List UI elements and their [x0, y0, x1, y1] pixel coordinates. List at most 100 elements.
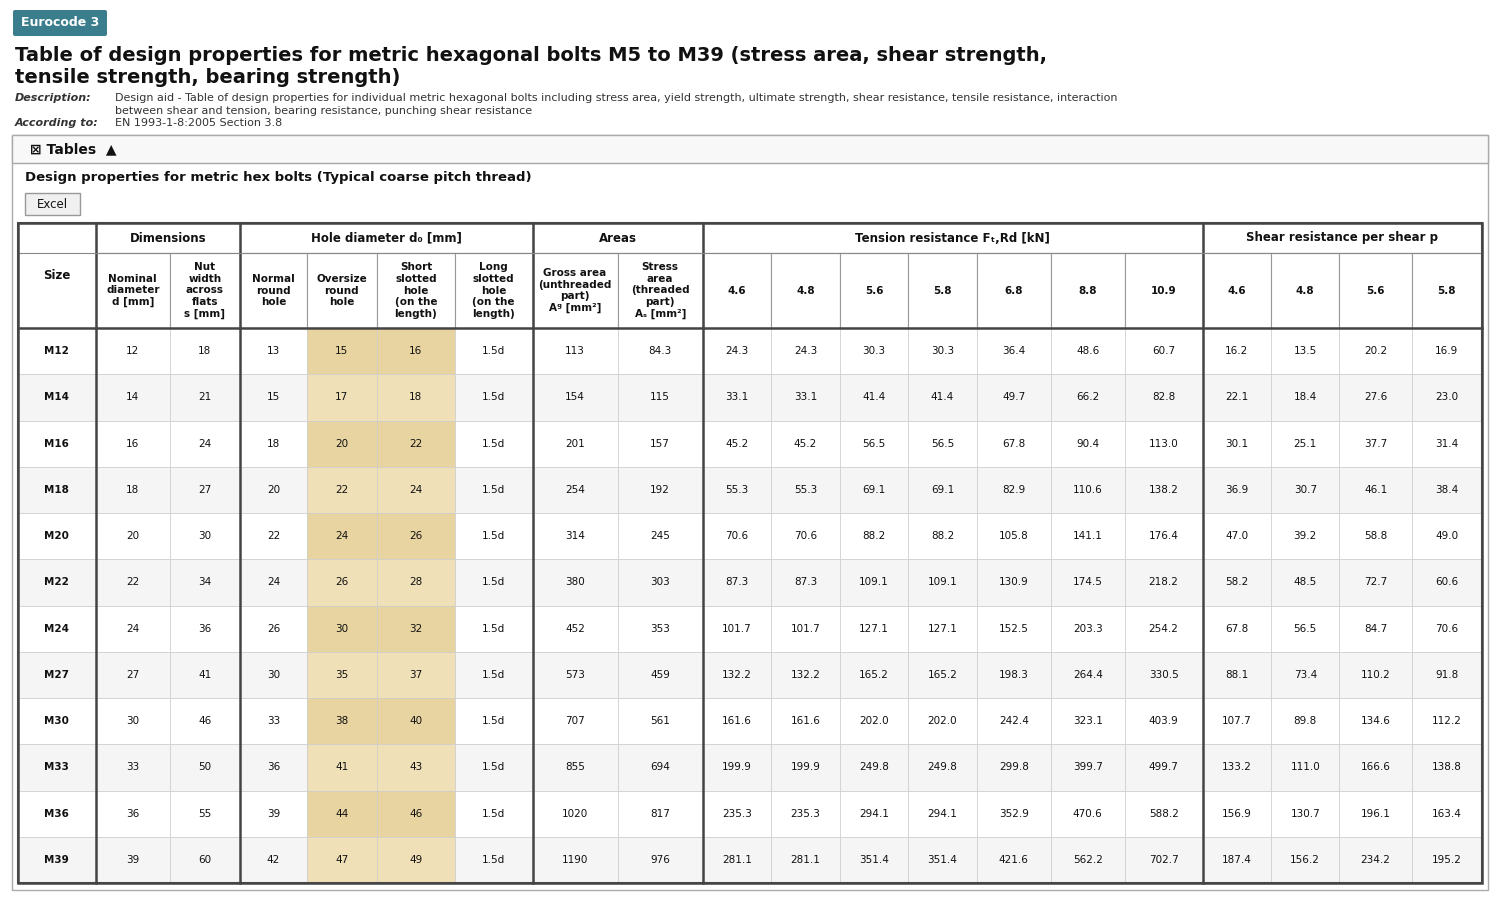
Bar — [376, 790, 454, 837]
Text: 281.1: 281.1 — [790, 855, 820, 865]
Text: M20: M20 — [45, 531, 69, 541]
Text: 28: 28 — [410, 578, 423, 588]
Bar — [240, 837, 306, 883]
Bar — [1052, 837, 1125, 883]
Text: 49: 49 — [410, 855, 423, 865]
Bar — [840, 698, 908, 744]
Text: 299.8: 299.8 — [999, 762, 1029, 772]
Bar — [170, 606, 240, 652]
Bar — [840, 513, 908, 559]
Bar — [454, 559, 532, 606]
Bar — [240, 790, 306, 837]
Bar — [1412, 513, 1482, 559]
Bar — [1270, 790, 1340, 837]
Text: 1.5d: 1.5d — [482, 531, 506, 541]
Text: 18.4: 18.4 — [1293, 392, 1317, 402]
Bar — [618, 253, 704, 328]
Bar — [240, 253, 306, 328]
Text: 33.1: 33.1 — [726, 392, 748, 402]
Bar — [376, 837, 454, 883]
Bar — [840, 420, 908, 467]
Bar — [170, 559, 240, 606]
Text: 421.6: 421.6 — [999, 855, 1029, 865]
Bar — [1412, 420, 1482, 467]
Text: 101.7: 101.7 — [722, 624, 752, 634]
Text: 44: 44 — [336, 808, 348, 819]
Text: Design aid - Table of design properties for individual metric hexagonal bolts in: Design aid - Table of design properties … — [116, 93, 1118, 103]
Bar — [454, 420, 532, 467]
Text: 1.5d: 1.5d — [482, 578, 506, 588]
Bar — [96, 253, 170, 328]
Bar — [18, 790, 96, 837]
Bar — [704, 374, 771, 420]
Bar — [1052, 513, 1125, 559]
Text: 161.6: 161.6 — [722, 716, 752, 726]
Bar — [376, 374, 454, 420]
Text: 112.2: 112.2 — [1432, 716, 1462, 726]
Text: 127.1: 127.1 — [859, 624, 889, 634]
Text: 4.8: 4.8 — [1296, 285, 1314, 295]
Text: 351.4: 351.4 — [927, 855, 957, 865]
Text: 58.8: 58.8 — [1364, 531, 1388, 541]
Bar — [240, 328, 306, 374]
Text: 245: 245 — [651, 531, 670, 541]
Bar — [1203, 559, 1270, 606]
Text: 67.8: 67.8 — [1002, 438, 1026, 448]
Bar — [908, 744, 976, 790]
Bar — [1270, 374, 1340, 420]
Bar — [376, 253, 454, 328]
Bar — [1125, 790, 1203, 837]
Text: 264.4: 264.4 — [1072, 670, 1102, 680]
Text: 141.1: 141.1 — [1072, 531, 1102, 541]
Text: 4.6: 4.6 — [728, 285, 747, 295]
Bar — [454, 837, 532, 883]
Bar — [976, 652, 1052, 698]
Bar — [170, 253, 240, 328]
Text: 5.8: 5.8 — [1437, 285, 1456, 295]
Text: 138.8: 138.8 — [1432, 762, 1462, 772]
Bar — [908, 559, 976, 606]
Bar — [1052, 328, 1125, 374]
Bar — [1340, 513, 1412, 559]
Bar — [96, 513, 170, 559]
Bar — [1203, 374, 1270, 420]
Text: 561: 561 — [651, 716, 670, 726]
Text: 16: 16 — [410, 346, 423, 356]
Bar — [1125, 328, 1203, 374]
Text: 33: 33 — [126, 762, 140, 772]
Bar — [840, 652, 908, 698]
Bar — [1340, 420, 1412, 467]
Text: 47.0: 47.0 — [1226, 531, 1248, 541]
Text: 314: 314 — [566, 531, 585, 541]
Text: 27: 27 — [126, 670, 140, 680]
Bar — [1270, 744, 1340, 790]
Text: M27: M27 — [45, 670, 69, 680]
Text: 161.6: 161.6 — [790, 716, 820, 726]
Bar — [1052, 606, 1125, 652]
Text: 195.2: 195.2 — [1432, 855, 1462, 865]
Text: 133.2: 133.2 — [1222, 762, 1251, 772]
Bar — [1125, 559, 1203, 606]
Text: 111.0: 111.0 — [1290, 762, 1320, 772]
Text: 562.2: 562.2 — [1072, 855, 1102, 865]
Text: 38: 38 — [336, 716, 348, 726]
Text: Description:: Description: — [15, 93, 92, 103]
Bar — [96, 790, 170, 837]
Bar — [306, 467, 376, 513]
Bar — [18, 374, 96, 420]
Text: 707: 707 — [566, 716, 585, 726]
Text: 352.9: 352.9 — [999, 808, 1029, 819]
Bar — [704, 513, 771, 559]
Text: Size: Size — [44, 269, 70, 282]
Text: 88.1: 88.1 — [1226, 670, 1248, 680]
Text: 60: 60 — [198, 855, 211, 865]
Bar — [454, 790, 532, 837]
Bar — [532, 559, 618, 606]
Text: 49.0: 49.0 — [1436, 531, 1458, 541]
Bar — [1203, 606, 1270, 652]
Text: 39: 39 — [267, 808, 280, 819]
Text: M12: M12 — [45, 346, 69, 356]
Bar — [532, 420, 618, 467]
Bar — [376, 698, 454, 744]
Bar — [1125, 467, 1203, 513]
